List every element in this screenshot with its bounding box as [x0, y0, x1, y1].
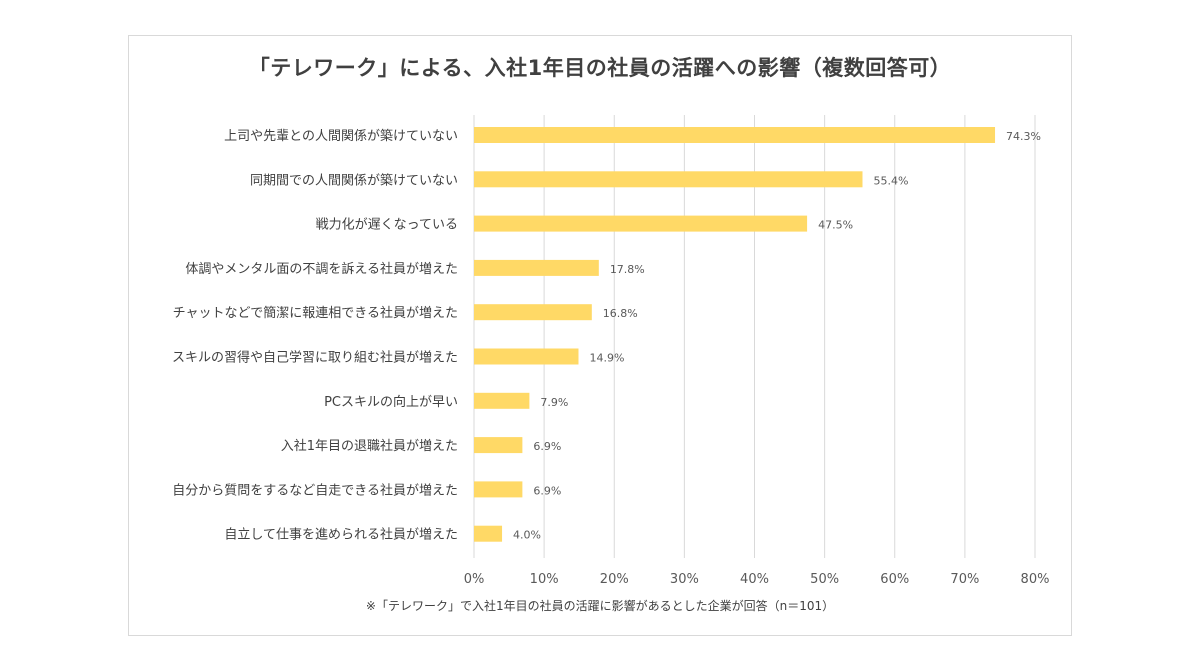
bar [474, 348, 579, 365]
bar [474, 259, 599, 276]
value-label: 4.0% [513, 529, 541, 542]
category-label: 同期間での人間関係が築けていない [250, 173, 458, 188]
x-tick-label: 30% [670, 572, 699, 587]
x-tick-label: 10% [530, 572, 559, 587]
category-label: PCスキルの向上が早い [324, 394, 458, 410]
category-label: 自立して仕事を進められる社員が増えた [224, 527, 458, 543]
category-labels: 上司や先輩との人間関係が築けていない同期間での人間関係が築けていない戦力化が遅く… [172, 129, 458, 543]
value-label: 47.5% [818, 219, 853, 232]
x-tick-label: 60% [880, 572, 909, 587]
category-label: 上司や先輩との人間関係が築けていない [224, 129, 458, 144]
value-label: 74.3% [1006, 130, 1041, 143]
value-label: 6.9% [533, 440, 561, 453]
category-label: 自分から質問をするなど自走できる社員が増えた [172, 482, 458, 498]
category-label: スキルの習得や自己学習に取り組む社員が増えた [172, 350, 458, 366]
category-label: 戦力化が遅くなっている [316, 218, 458, 233]
footnote: ※「テレワーク」で入社1年目の社員の活躍に影響があるとした企業が回答（n＝101… [365, 599, 835, 613]
value-label: 7.9% [540, 396, 568, 409]
grid-lines [473, 115, 1036, 558]
bar [474, 304, 592, 321]
value-label: 17.8% [610, 263, 645, 276]
bar [474, 437, 523, 454]
bar [474, 171, 863, 188]
bar [474, 525, 503, 542]
bars [474, 127, 996, 542]
x-tick-label: 70% [950, 572, 979, 587]
bar [474, 392, 530, 409]
x-tick-label: 80% [1021, 572, 1050, 587]
category-label: チャットなどで簡潔に報連相できる社員が増えた [173, 305, 458, 321]
value-label: 6.9% [533, 484, 561, 497]
x-tick-label: 40% [740, 572, 769, 587]
x-tick-label: 20% [600, 572, 629, 587]
value-label: 16.8% [603, 307, 638, 320]
bar [474, 481, 523, 498]
x-tick-label: 0% [464, 572, 485, 587]
value-label: 55.4% [873, 174, 908, 187]
value-label: 14.9% [589, 352, 624, 365]
x-axis-ticks: 0% 10% 20% 30% 40% 50% 60% 70% 80% [464, 572, 1050, 587]
category-label: 入社1年目の退職社員が増えた [281, 438, 458, 454]
x-tick-label: 50% [810, 572, 839, 587]
chart-title: 「テレワーク」による、入社1年目の社員の活躍への影響（複数回答可） [248, 56, 952, 80]
bar [474, 215, 808, 232]
category-label: 体調やメンタル面の不調を訴える社員が増えた [185, 261, 458, 277]
value-labels: 74.3% 55.4% 47.5% 17.8% 16.8% 14.9% 7.9% 6.9% 6.… [513, 130, 1041, 542]
bar [474, 127, 996, 143]
